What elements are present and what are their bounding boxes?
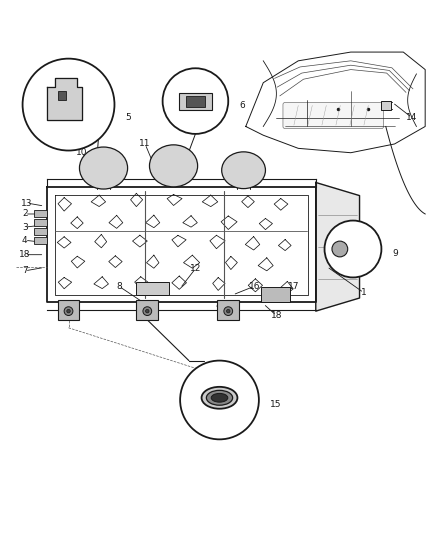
Circle shape — [162, 68, 228, 134]
Text: 11: 11 — [218, 311, 229, 320]
Text: 8: 8 — [116, 282, 121, 290]
Bar — [57, 300, 79, 320]
Text: 12: 12 — [189, 264, 201, 273]
Circle shape — [22, 59, 114, 150]
Ellipse shape — [149, 145, 197, 187]
Bar — [136, 282, 169, 295]
Ellipse shape — [211, 393, 227, 402]
Ellipse shape — [206, 390, 232, 405]
Polygon shape — [46, 78, 81, 120]
Circle shape — [226, 309, 230, 313]
Bar — [261, 287, 289, 302]
Circle shape — [143, 307, 151, 316]
Ellipse shape — [79, 147, 127, 189]
Polygon shape — [364, 246, 367, 252]
Text: 3: 3 — [22, 223, 28, 232]
FancyBboxPatch shape — [283, 102, 383, 128]
Circle shape — [324, 221, 381, 278]
Text: 7: 7 — [22, 266, 28, 276]
Circle shape — [64, 307, 73, 316]
Polygon shape — [315, 182, 359, 311]
Circle shape — [180, 361, 258, 439]
Text: 13: 13 — [21, 199, 32, 207]
Text: 17: 17 — [287, 282, 299, 290]
Ellipse shape — [201, 387, 237, 409]
Text: 15: 15 — [269, 400, 281, 409]
Text: 16: 16 — [248, 282, 260, 290]
Circle shape — [331, 241, 347, 257]
Text: 10: 10 — [76, 148, 87, 157]
Bar — [217, 300, 239, 320]
Bar — [136, 300, 158, 320]
Text: 5: 5 — [125, 113, 131, 122]
Text: 2: 2 — [22, 209, 28, 219]
Bar — [33, 211, 46, 217]
Bar — [33, 237, 46, 244]
Circle shape — [223, 307, 232, 316]
Text: 14: 14 — [406, 113, 417, 122]
Bar — [33, 228, 46, 235]
Bar — [178, 93, 212, 110]
Text: 18: 18 — [19, 250, 31, 259]
Text: 6: 6 — [239, 101, 244, 110]
Bar — [381, 101, 390, 110]
Circle shape — [67, 309, 70, 313]
Bar — [33, 219, 46, 226]
Bar — [57, 91, 66, 100]
Bar — [185, 96, 205, 107]
Text: 1: 1 — [360, 288, 366, 297]
Circle shape — [145, 309, 149, 313]
Text: 4: 4 — [22, 236, 28, 245]
Text: 18: 18 — [270, 311, 282, 320]
Text: 9: 9 — [392, 249, 397, 258]
Text: 11: 11 — [139, 140, 151, 149]
Ellipse shape — [221, 152, 265, 189]
